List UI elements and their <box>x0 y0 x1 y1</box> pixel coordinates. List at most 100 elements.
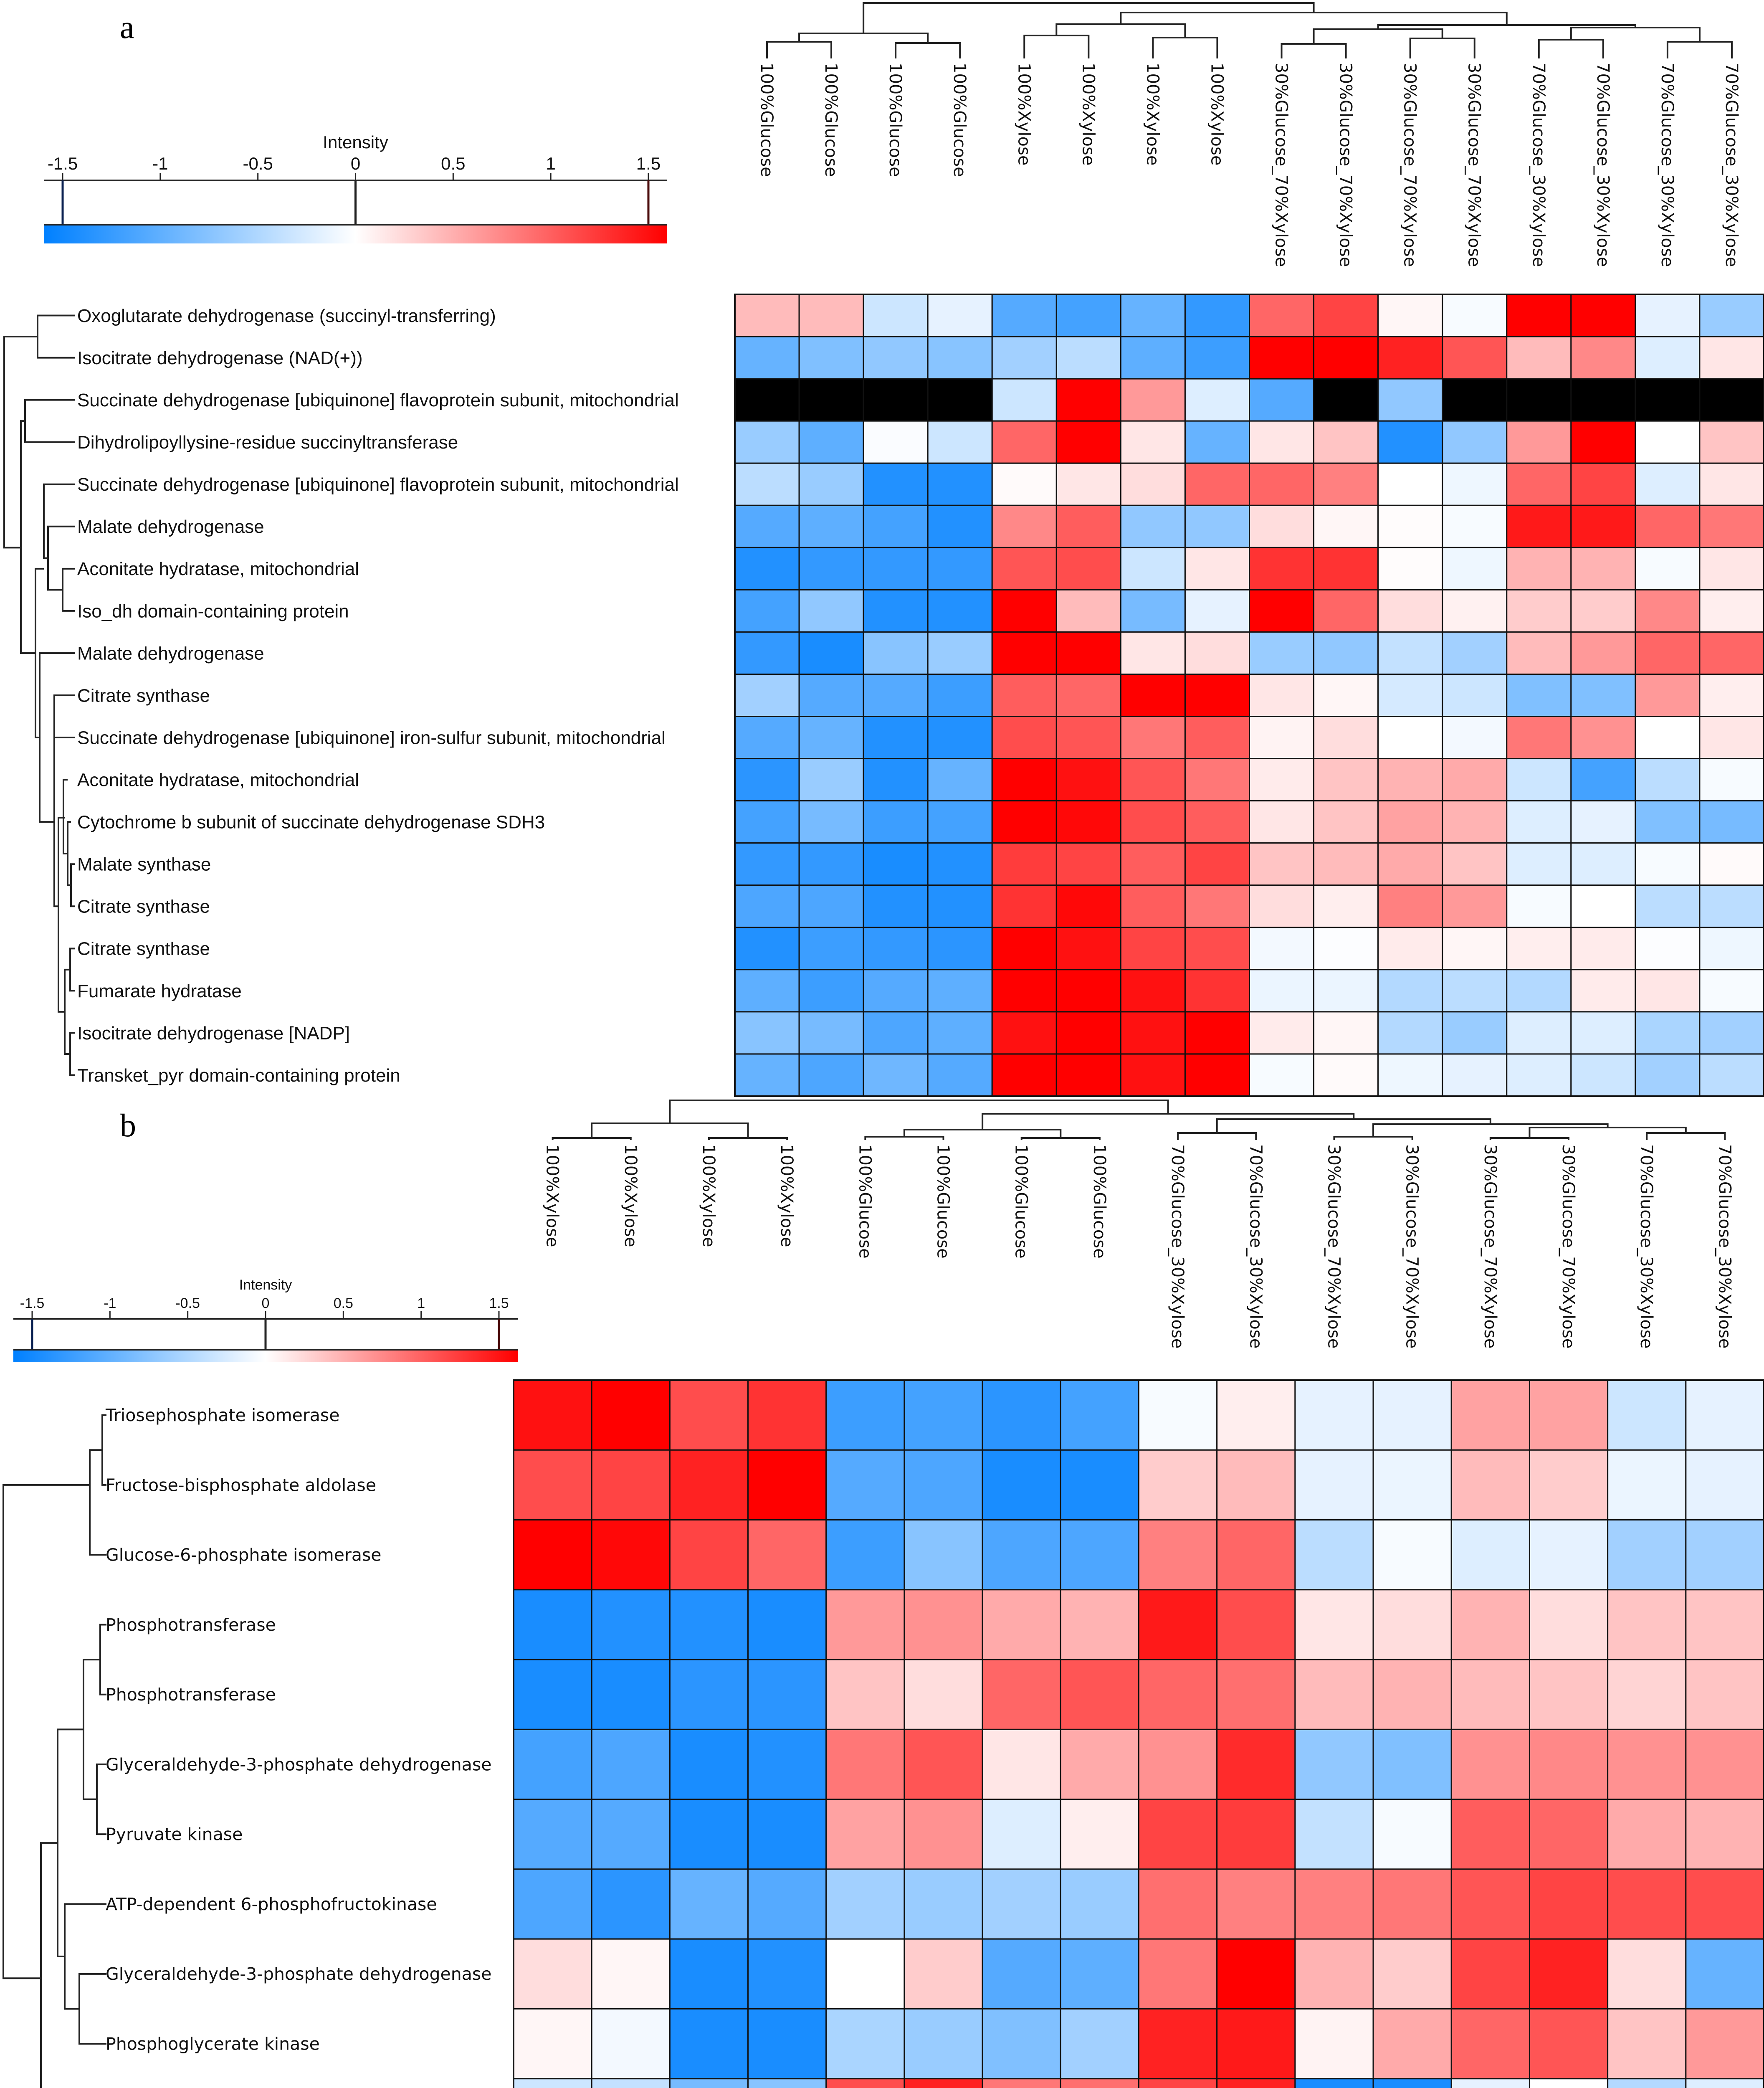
dendrogram-branch <box>1372 1123 1609 1137</box>
colorbar-tick-label: -0.5 <box>175 1295 200 1311</box>
heatmap-cell <box>1313 969 1379 1013</box>
heatmap-cell <box>1216 1799 1296 1870</box>
heatmap-cell <box>1450 1728 1530 1800</box>
heatmap-cell <box>513 1799 592 1870</box>
heatmap-cell <box>1120 800 1186 844</box>
heatmap-cell <box>982 1449 1061 1521</box>
heatmap-cell <box>927 504 993 548</box>
column-label: 100%Xylose <box>699 1144 718 1247</box>
heatmap-cell <box>1442 462 1508 506</box>
heatmap-cell <box>1442 969 1508 1013</box>
heatmap-cell <box>1249 1011 1315 1055</box>
heatmap-cell <box>1607 1938 1687 2009</box>
heatmap-cell <box>1529 1728 1609 1800</box>
heatmap-cell <box>1313 716 1379 760</box>
heatmap-cell <box>1313 927 1379 971</box>
heatmap-cell <box>591 1868 671 1940</box>
heatmap-cell <box>863 884 929 928</box>
column-label: 100%Glucose <box>1090 1144 1109 1259</box>
heatmap-cell <box>1570 927 1636 971</box>
heatmap-cell <box>1184 547 1250 590</box>
heatmap-cell <box>1635 294 1701 337</box>
heatmap-cell <box>991 547 1057 590</box>
heatmap-cell <box>798 336 864 380</box>
panel-label-b: b <box>120 1107 136 1143</box>
heatmap-cell <box>1120 927 1186 971</box>
row-label: Citrate synthase <box>77 897 210 917</box>
heatmap-cell <box>927 336 993 380</box>
heatmap-cell <box>1313 420 1379 464</box>
heatmap-cell <box>734 969 800 1013</box>
row-label: Succinate dehydrogenase [ubiquinone] iro… <box>77 727 666 748</box>
heatmap-cell <box>1120 1011 1186 1055</box>
heatmap-cell <box>591 2008 671 2080</box>
column-label: 70%Glucose_30%Xylose <box>1722 63 1741 267</box>
column-label: 70%Glucose_30%Xylose <box>1168 1144 1187 1348</box>
heatmap-cell <box>904 1659 983 1730</box>
heatmap-cell <box>734 842 800 886</box>
heatmap-cell <box>747 1449 827 1521</box>
heatmap-cell <box>1060 1449 1139 1521</box>
heatmap-cell <box>1635 378 1701 422</box>
heatmap-cell <box>991 1011 1057 1055</box>
heatmap-cell <box>591 2078 671 2088</box>
row-label: Fructose-bisphosphate aldolase <box>106 1475 376 1495</box>
heatmap-cell <box>1184 800 1250 844</box>
heatmap-cell <box>863 969 929 1013</box>
heatmap-cell <box>1635 800 1701 844</box>
dendrogram-branch <box>1646 1132 1726 1140</box>
row-label: Glucose-6-phosphate isomerase <box>106 1545 382 1565</box>
heatmap-cell <box>1313 673 1379 717</box>
row-dendrogram-a <box>3 314 75 1076</box>
column-label: 30%Glucose_70%Xylose <box>1336 63 1355 267</box>
heatmap-cell <box>982 1379 1061 1451</box>
dendrogram-branch <box>1120 12 1508 25</box>
heatmap-panel-b: Intensity-1.5 -1 -0.5 0 0.5 1 1.5Triosephospha… <box>3 1100 1764 2088</box>
heatmap-cell <box>1060 2078 1139 2088</box>
dendrogram-branch <box>1538 39 1604 58</box>
heatmap-cell <box>927 547 993 590</box>
heatmap-cell <box>1055 969 1121 1013</box>
row-label: Phosphotransferase <box>106 1615 276 1635</box>
column-dendrogram-a <box>766 2 1733 58</box>
dendrogram-branch <box>99 1624 106 1695</box>
heatmap-cell <box>1249 800 1315 844</box>
heatmap-cell <box>1184 378 1250 422</box>
heatmap-cell <box>1216 1379 1296 1451</box>
colorbar-tick-label: 1.5 <box>636 154 661 173</box>
heatmap-cell <box>863 294 929 337</box>
heatmap-cell <box>1294 1519 1374 1591</box>
heatmap-cell <box>1442 842 1508 886</box>
row-label: Isocitrate dehydrogenase (NAD(+)) <box>77 348 363 368</box>
heatmap-cell <box>1635 927 1701 971</box>
heatmap-cell <box>1216 1659 1296 1730</box>
heatmap-cell <box>669 1659 749 1730</box>
heatmap-cell <box>1372 1659 1452 1730</box>
heatmap-cell <box>1685 2008 1764 2080</box>
heatmap-cell <box>1313 758 1379 802</box>
heatmap-cell <box>1377 504 1443 548</box>
heatmap-cell <box>1138 2078 1218 2088</box>
heatmap-cell <box>927 673 993 717</box>
dendrogram-branch <box>53 716 58 907</box>
heatmap-cell <box>1377 336 1443 380</box>
heatmap-cell <box>798 927 864 971</box>
heatmap-cell <box>1184 716 1250 760</box>
row-label: Malate dehydrogenase <box>77 643 264 664</box>
heatmap-cell <box>1184 1011 1250 1055</box>
heatmap-cell <box>1249 631 1315 675</box>
heatmap-cell <box>825 1728 905 1800</box>
heatmap-cell <box>798 294 864 337</box>
heatmap-cell <box>1377 1011 1443 1055</box>
dendrogram-branch <box>1023 35 1090 58</box>
heatmap-cell <box>1450 1868 1530 1940</box>
heatmap-cell <box>1529 1799 1609 1870</box>
heatmap-cell <box>734 1011 800 1055</box>
heatmap-cell <box>1249 294 1315 337</box>
heatmap-cell <box>1313 1053 1379 1097</box>
heatmap-cell <box>1055 927 1121 971</box>
heatmap-cell <box>591 1449 671 1521</box>
heatmap-cell <box>747 1868 827 1940</box>
heatmap-cell <box>669 1449 749 1521</box>
heatmap-cell <box>1120 336 1186 380</box>
